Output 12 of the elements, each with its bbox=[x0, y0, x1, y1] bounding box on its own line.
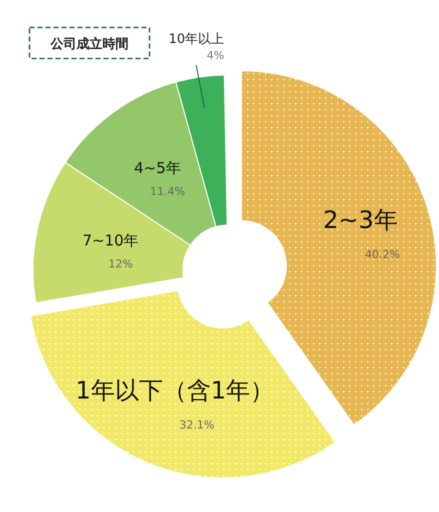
data-label: 40.2% bbox=[364, 248, 400, 261]
slice-label: 4~5年 bbox=[134, 158, 181, 177]
data-label: 4% bbox=[206, 49, 224, 62]
data-label: 32.1% bbox=[179, 418, 214, 432]
data-label: 12% bbox=[108, 257, 133, 270]
data-label: 11.4% bbox=[150, 184, 185, 198]
slice-label: 2~3年 bbox=[323, 206, 398, 234]
slice-label: 1年以下（含1年） bbox=[76, 376, 274, 404]
slice-label: 10年以上 bbox=[168, 32, 224, 48]
slice-label: 7~10年 bbox=[82, 231, 139, 250]
chart-title: 公司成立時間 bbox=[50, 36, 128, 52]
title: 公司成立時間 bbox=[28, 26, 150, 60]
